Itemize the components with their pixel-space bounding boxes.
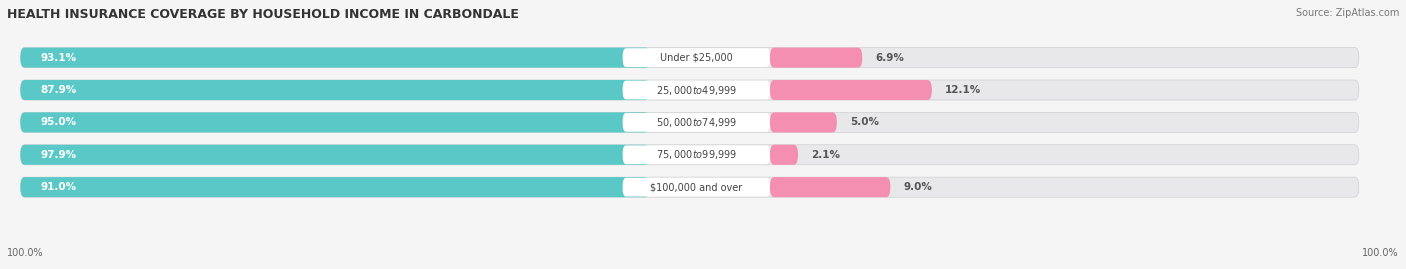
Text: 6.9%: 6.9%: [876, 53, 904, 63]
Text: $25,000 to $49,999: $25,000 to $49,999: [655, 83, 737, 97]
Text: 95.0%: 95.0%: [41, 117, 76, 128]
Text: Source: ZipAtlas.com: Source: ZipAtlas.com: [1295, 8, 1399, 18]
FancyBboxPatch shape: [623, 81, 770, 100]
Text: 100.0%: 100.0%: [7, 248, 44, 258]
FancyBboxPatch shape: [21, 112, 650, 132]
FancyBboxPatch shape: [770, 48, 862, 68]
FancyBboxPatch shape: [21, 48, 1358, 68]
Text: 2.1%: 2.1%: [811, 150, 841, 160]
FancyBboxPatch shape: [21, 177, 1358, 197]
FancyBboxPatch shape: [623, 113, 770, 132]
FancyBboxPatch shape: [770, 145, 799, 165]
Text: 97.9%: 97.9%: [41, 150, 76, 160]
Text: 100.0%: 100.0%: [1362, 248, 1399, 258]
FancyBboxPatch shape: [770, 177, 890, 197]
Text: 12.1%: 12.1%: [945, 85, 981, 95]
Text: Under $25,000: Under $25,000: [659, 53, 733, 63]
Text: $50,000 to $74,999: $50,000 to $74,999: [655, 116, 737, 129]
FancyBboxPatch shape: [770, 112, 837, 132]
FancyBboxPatch shape: [21, 80, 650, 100]
FancyBboxPatch shape: [623, 178, 770, 197]
Text: $75,000 to $99,999: $75,000 to $99,999: [655, 148, 737, 161]
FancyBboxPatch shape: [21, 80, 1358, 100]
FancyBboxPatch shape: [21, 112, 1358, 132]
FancyBboxPatch shape: [21, 145, 650, 165]
FancyBboxPatch shape: [21, 48, 650, 68]
FancyBboxPatch shape: [770, 80, 932, 100]
Text: 9.0%: 9.0%: [904, 182, 932, 192]
Text: HEALTH INSURANCE COVERAGE BY HOUSEHOLD INCOME IN CARBONDALE: HEALTH INSURANCE COVERAGE BY HOUSEHOLD I…: [7, 8, 519, 21]
Text: 5.0%: 5.0%: [851, 117, 879, 128]
Text: 87.9%: 87.9%: [41, 85, 77, 95]
Text: 93.1%: 93.1%: [41, 53, 76, 63]
FancyBboxPatch shape: [623, 145, 770, 164]
Text: 91.0%: 91.0%: [41, 182, 76, 192]
FancyBboxPatch shape: [623, 48, 770, 67]
Text: $100,000 and over: $100,000 and over: [650, 182, 742, 192]
FancyBboxPatch shape: [21, 177, 650, 197]
FancyBboxPatch shape: [21, 145, 1358, 165]
